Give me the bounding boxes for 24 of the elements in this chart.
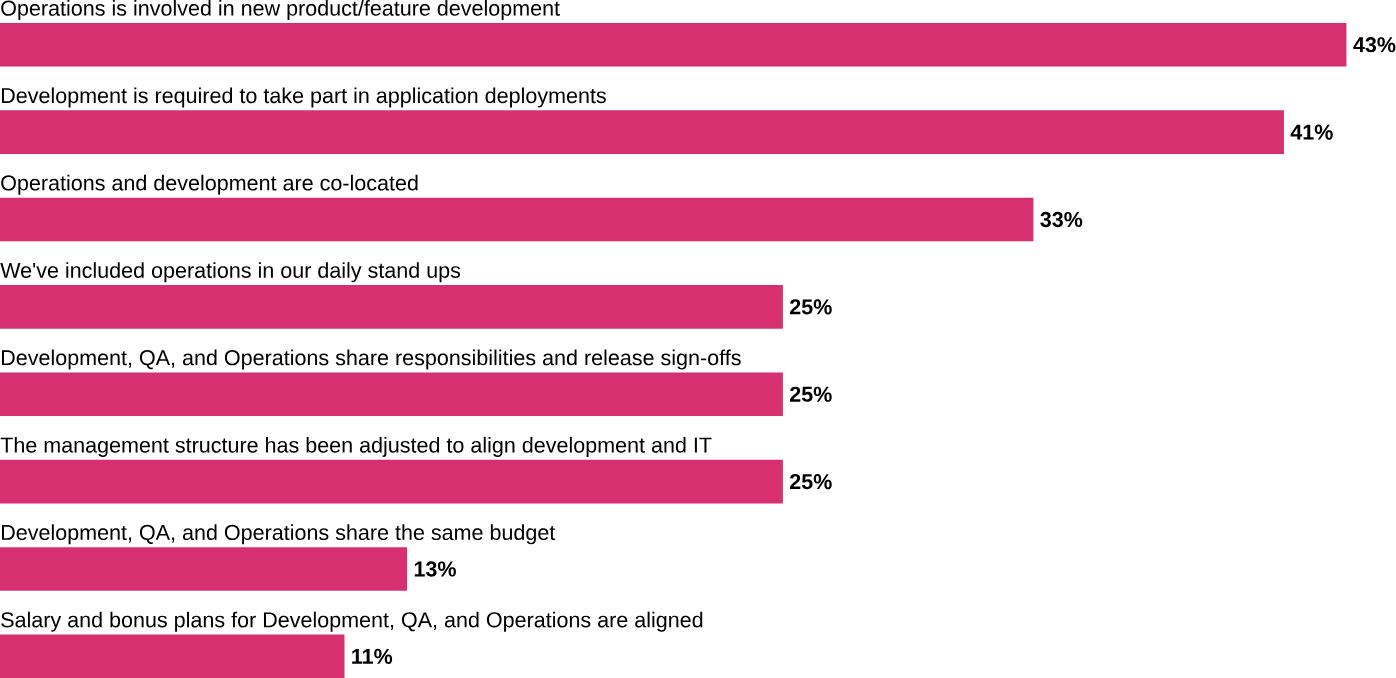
bar	[0, 459, 783, 504]
bar	[0, 372, 783, 416]
data-label: 41%	[1290, 124, 1333, 140]
bar	[0, 634, 345, 678]
bar	[0, 547, 408, 591]
y-tick-label: The management structure has been adjusted to align development and IT	[0, 436, 712, 457]
data-label: 25%	[789, 386, 832, 402]
y-tick-label: Operations and development are co-located	[1, 174, 418, 195]
y-tick-label: Development is required to take part in application deployments	[1, 87, 606, 108]
bar	[0, 22, 1347, 67]
y-tick-label: Development, QA, and Operations share the same budget	[1, 524, 556, 545]
y-tick-label: We've included operations in our daily stand ups	[0, 262, 461, 283]
data-label: 13%	[414, 561, 456, 577]
data-label: 43%	[1353, 36, 1396, 53]
y-tick-label: Salary and bonus plans for Development, QA, and Operations are aligned	[1, 611, 703, 632]
data-label: 11%	[352, 648, 393, 664]
bar	[0, 110, 1284, 154]
data-label: 33%	[1040, 211, 1083, 228]
bar	[0, 197, 1034, 242]
data-label: 25%	[789, 473, 832, 490]
data-label: 25%	[789, 299, 832, 315]
y-tick-label: Development, QA, and Operations share responsibilities and release sign-offs	[1, 349, 741, 370]
bar	[0, 284, 783, 329]
y-tick-label: Operations is involved in new product/feature development	[1, 0, 560, 20]
